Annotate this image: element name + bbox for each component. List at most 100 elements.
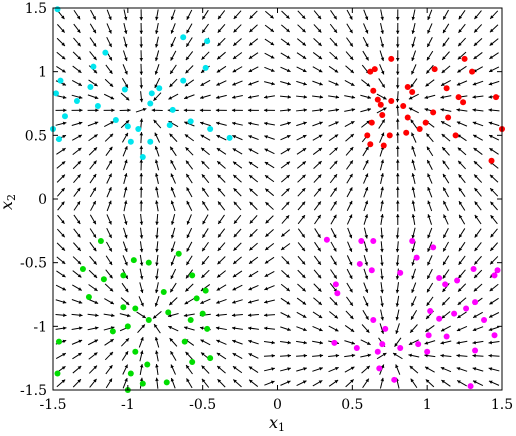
field-arrow-head xyxy=(61,174,65,179)
field-arrow xyxy=(363,268,369,280)
field-arrow xyxy=(72,270,82,278)
field-arrow xyxy=(360,353,372,358)
field-arrow-head xyxy=(217,161,221,165)
field-arrow-head xyxy=(349,275,353,279)
field-arrow xyxy=(281,214,290,224)
field-arrow xyxy=(442,283,450,293)
data-point xyxy=(430,109,437,116)
field-arrow-head xyxy=(301,28,306,33)
field-arrow-head xyxy=(365,378,369,383)
field-arrow xyxy=(202,228,209,239)
field-arrow-head xyxy=(381,83,385,88)
field-arrow xyxy=(411,50,417,62)
field-arrow-head xyxy=(380,262,384,266)
field-arrow xyxy=(363,9,369,21)
field-arrow-head xyxy=(61,366,66,370)
field-arrow xyxy=(88,284,98,292)
field-arrow xyxy=(248,284,259,291)
field-arrow xyxy=(456,340,468,345)
field-arrow xyxy=(297,283,306,292)
field-arrow-head xyxy=(427,160,431,164)
field-arrow xyxy=(440,340,452,345)
data-point xyxy=(413,254,420,261)
field-arrow-head xyxy=(111,108,115,113)
field-arrow-head xyxy=(139,221,144,225)
field-arrow xyxy=(474,10,482,20)
data-point xyxy=(147,138,154,145)
field-arrow xyxy=(328,108,340,112)
field-arrow xyxy=(264,299,275,304)
field-arrow-head xyxy=(334,134,339,138)
field-arrow-head xyxy=(216,287,221,291)
field-arrow-head xyxy=(125,96,130,101)
field-arrow-head xyxy=(443,187,447,192)
field-arrow-head xyxy=(457,380,461,384)
field-arrow-head xyxy=(395,213,400,218)
field-arrow xyxy=(376,352,387,360)
field-arrow xyxy=(279,353,292,358)
field-arrow-head xyxy=(334,315,338,319)
field-arrow xyxy=(346,268,353,280)
field-arrow-head xyxy=(170,146,174,151)
field-arrow-head xyxy=(411,275,415,280)
y-tick-label: 0.5 xyxy=(25,128,47,144)
field-arrow xyxy=(71,313,83,317)
field-arrow-head xyxy=(410,329,414,333)
field-arrow xyxy=(488,80,500,86)
field-arrow xyxy=(72,352,82,360)
field-arrow xyxy=(312,108,324,112)
field-arrow xyxy=(139,159,144,171)
field-arrow xyxy=(458,187,466,197)
field-arrow-head xyxy=(395,364,399,369)
field-arrow-head xyxy=(286,148,291,152)
field-arrow xyxy=(139,186,144,198)
field-arrow xyxy=(473,147,483,155)
field-arrow-head xyxy=(364,234,368,239)
field-arrow xyxy=(395,309,400,321)
field-arrow xyxy=(329,23,338,34)
field-arrow xyxy=(89,228,97,239)
field-arrow-head xyxy=(441,315,446,319)
field-arrow xyxy=(119,313,131,318)
field-arrow-head xyxy=(367,353,372,358)
field-arrow xyxy=(346,200,353,211)
scatter-points xyxy=(50,6,505,393)
field-arrow xyxy=(103,313,115,318)
field-arrow xyxy=(90,9,97,20)
field-arrow xyxy=(346,187,353,198)
field-arrow-head xyxy=(456,367,461,371)
field-arrow xyxy=(281,201,290,211)
field-arrow xyxy=(408,353,420,358)
field-arrow xyxy=(104,78,114,88)
field-arrow xyxy=(263,313,276,317)
field-arrow xyxy=(72,160,82,170)
field-arrow-head xyxy=(94,121,99,125)
field-arrow xyxy=(456,325,468,332)
field-arrow xyxy=(395,364,401,375)
field-arrow-head xyxy=(319,353,324,358)
field-arrow xyxy=(170,36,176,48)
field-arrow-head xyxy=(395,186,400,190)
field-arrow-head xyxy=(301,188,306,192)
field-arrow-head xyxy=(201,160,206,165)
field-arrow xyxy=(411,132,417,143)
field-arrow xyxy=(138,296,144,307)
field-arrow xyxy=(155,22,159,34)
field-arrow xyxy=(184,79,195,87)
field-arrow-head xyxy=(154,159,159,164)
field-arrow-head xyxy=(411,262,415,266)
field-arrow-head xyxy=(233,201,238,206)
field-arrow-head xyxy=(365,302,369,307)
field-arrow xyxy=(73,200,81,211)
field-arrow xyxy=(123,22,128,34)
field-arrow xyxy=(248,270,259,278)
field-arrow-head xyxy=(184,326,188,330)
field-arrow xyxy=(488,340,500,345)
field-arrow xyxy=(489,10,499,20)
field-arrow xyxy=(169,146,177,157)
field-arrow-head xyxy=(395,85,400,89)
field-arrow xyxy=(264,66,275,72)
field-arrow-head xyxy=(249,28,253,33)
field-arrow-head xyxy=(489,134,493,139)
field-arrow xyxy=(217,242,226,252)
